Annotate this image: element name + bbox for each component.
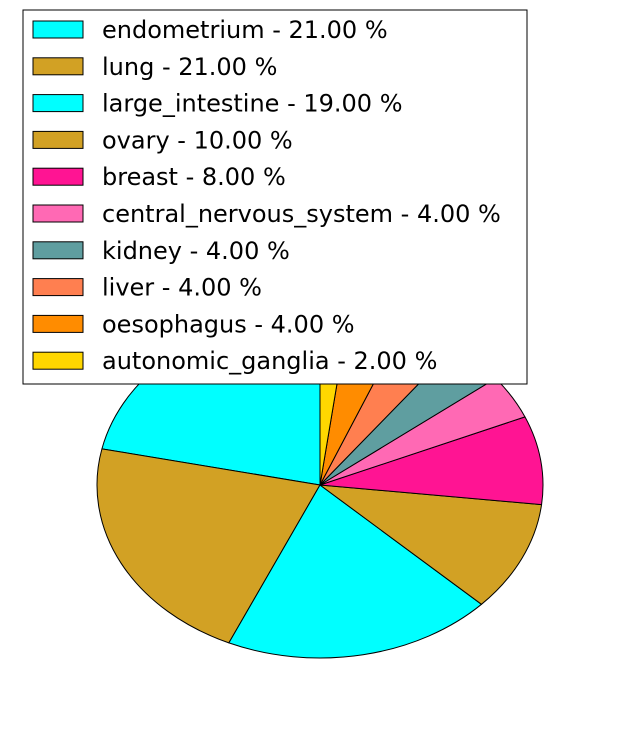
- legend-swatch: [32, 20, 84, 39]
- pie-slice-lung: [96, 448, 321, 644]
- legend-entry-oesophagus: oesophagus - 4.00 %: [32, 310, 355, 338]
- legend-entry-ovary: ovary - 10.00 %: [32, 126, 293, 154]
- legend-label: oesophagus - 4.00 %: [102, 310, 355, 338]
- legend-entry-central-nervous-system: central_nervous_system - 4.00 %: [32, 200, 501, 228]
- legend-swatch: [32, 130, 84, 149]
- legend-label: kidney - 4.00 %: [102, 237, 290, 265]
- legend-swatch: [32, 278, 84, 297]
- legend-entry-lung: lung - 21.00 %: [32, 53, 277, 81]
- legend-entry-kidney: kidney - 4.00 %: [32, 237, 290, 265]
- legend-entry-large-intestine: large_intestine - 19.00 %: [32, 90, 403, 118]
- legend-swatch: [32, 314, 84, 333]
- legend-label: lung - 21.00 %: [102, 53, 277, 81]
- legend-entries: endometrium - 21.00 % lung - 21.00 % large…: [32, 16, 501, 375]
- pie-slice-large-intestine: [228, 484, 482, 659]
- legend-label: central_nervous_system - 4.00 %: [102, 200, 501, 228]
- legend-swatch: [32, 94, 84, 113]
- legend-label: autonomic_ganglia - 2.00 %: [102, 347, 437, 375]
- legend-label: breast - 8.00 %: [102, 163, 286, 191]
- legend-swatch: [32, 167, 84, 186]
- legend-swatch: [32, 57, 84, 76]
- legend-swatch: [32, 204, 84, 223]
- legend-frame: [22, 9, 528, 385]
- pie-slice-breast: [319, 416, 544, 506]
- legend-label: large_intestine - 19.00 %: [102, 90, 403, 118]
- legend-label: ovary - 10.00 %: [102, 126, 293, 154]
- legend-swatch: [32, 241, 84, 260]
- legend: endometrium - 21.00 % lung - 21.00 % large…: [22, 9, 528, 385]
- legend-entry-endometrium: endometrium - 21.00 %: [32, 16, 388, 44]
- legend-label: liver - 4.00 %: [102, 274, 262, 302]
- pie-slice-ovary: [319, 484, 543, 605]
- legend-label: endometrium - 21.00 %: [102, 16, 388, 44]
- legend-swatch: [32, 351, 84, 370]
- legend-entry-autonomic-ganglia: autonomic_ganglia - 2.00 %: [32, 347, 437, 375]
- legend-entry-liver: liver - 4.00 %: [32, 274, 262, 302]
- legend-entry-breast: breast - 8.00 %: [32, 163, 286, 191]
